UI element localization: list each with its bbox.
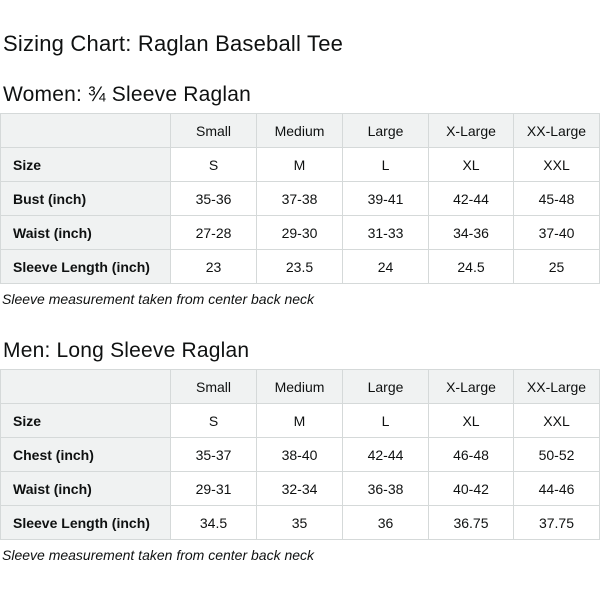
table-cell: XL	[428, 147, 514, 182]
table-cell: 37.75	[513, 505, 600, 540]
table-cell: L	[342, 403, 429, 438]
table-cell: 35	[256, 505, 343, 540]
table-cell: 24	[342, 249, 429, 284]
row-label-size: Size	[0, 403, 171, 438]
women-column-header-x-large: X-Large	[428, 113, 514, 148]
table-cell: 37-38	[256, 181, 343, 216]
row-label-size: Size	[0, 147, 171, 182]
table-cell: 39-41	[342, 181, 429, 216]
men-size-row: Size S M L XL XXL	[0, 403, 600, 438]
men-corner-cell	[0, 369, 171, 404]
table-cell: 45-48	[513, 181, 600, 216]
men-column-header-large: Large	[342, 369, 429, 404]
men-table-header-row: Small Medium Large X-Large XX-Large	[0, 369, 600, 404]
row-label-waist: Waist (inch)	[0, 215, 171, 250]
men-column-header-small: Small	[170, 369, 257, 404]
men-column-header-xx-large: XX-Large	[513, 369, 600, 404]
women-size-table: Small Medium Large X-Large XX-Large Size…	[0, 113, 600, 284]
table-cell: 32-34	[256, 471, 343, 506]
women-measurement-note: Sleeve measurement taken from center bac…	[2, 291, 315, 307]
table-cell: 46-48	[428, 437, 514, 472]
men-section: Men: Long Sleeve Raglan Small Medium Lar…	[0, 338, 600, 564]
table-cell: S	[170, 147, 257, 182]
table-cell: 29-30	[256, 215, 343, 250]
men-size-table: Small Medium Large X-Large XX-Large Size…	[0, 369, 600, 540]
men-section-heading: Men: Long Sleeve Raglan	[3, 339, 250, 362]
women-column-header-medium: Medium	[256, 113, 343, 148]
men-column-header-medium: Medium	[256, 369, 343, 404]
table-cell: 40-42	[428, 471, 514, 506]
table-cell: 25	[513, 249, 600, 284]
table-cell: 23.5	[256, 249, 343, 284]
table-cell: XL	[428, 403, 514, 438]
table-cell: 36-38	[342, 471, 429, 506]
women-section-heading: Women: ¾ Sleeve Raglan	[3, 83, 251, 106]
table-cell: 35-36	[170, 181, 257, 216]
table-cell: 36	[342, 505, 429, 540]
table-cell: 34.5	[170, 505, 257, 540]
table-cell: L	[342, 147, 429, 182]
table-cell: 29-31	[170, 471, 257, 506]
table-cell: 37-40	[513, 215, 600, 250]
table-cell: 27-28	[170, 215, 257, 250]
page-title: Sizing Chart: Raglan Baseball Tee	[3, 31, 344, 56]
women-bust-row: Bust (inch) 35-36 37-38 39-41 42-44 45-4…	[0, 181, 600, 216]
women-column-header-large: Large	[342, 113, 429, 148]
table-cell: 38-40	[256, 437, 343, 472]
table-cell: XXL	[513, 147, 600, 182]
table-cell: 31-33	[342, 215, 429, 250]
table-cell: 42-44	[428, 181, 514, 216]
women-corner-cell	[0, 113, 171, 148]
table-cell: 44-46	[513, 471, 600, 506]
row-label-sleeve-length: Sleeve Length (inch)	[0, 505, 171, 540]
row-label-bust: Bust (inch)	[0, 181, 171, 216]
men-sleeve-length-row: Sleeve Length (inch) 34.5 35 36 36.75 37…	[0, 505, 600, 540]
table-cell: 42-44	[342, 437, 429, 472]
men-measurement-note: Sleeve measurement taken from center bac…	[2, 547, 315, 563]
women-column-header-xx-large: XX-Large	[513, 113, 600, 148]
women-sleeve-length-row: Sleeve Length (inch) 23 23.5 24 24.5 25	[0, 249, 600, 284]
women-table-header-row: Small Medium Large X-Large XX-Large	[0, 113, 600, 148]
row-label-waist: Waist (inch)	[0, 471, 171, 506]
table-cell: S	[170, 403, 257, 438]
table-cell: 50-52	[513, 437, 600, 472]
table-cell: 23	[170, 249, 257, 284]
table-cell: 35-37	[170, 437, 257, 472]
table-cell: 34-36	[428, 215, 514, 250]
women-size-row: Size S M L XL XXL	[0, 147, 600, 182]
row-label-sleeve-length: Sleeve Length (inch)	[0, 249, 171, 284]
men-waist-row: Waist (inch) 29-31 32-34 36-38 40-42 44-…	[0, 471, 600, 506]
table-cell: 24.5	[428, 249, 514, 284]
table-cell: 36.75	[428, 505, 514, 540]
men-chest-row: Chest (inch) 35-37 38-40 42-44 46-48 50-…	[0, 437, 600, 472]
women-section: Women: ¾ Sleeve Raglan Small Medium Larg…	[0, 82, 600, 308]
men-column-header-x-large: X-Large	[428, 369, 514, 404]
women-waist-row: Waist (inch) 27-28 29-30 31-33 34-36 37-…	[0, 215, 600, 250]
women-column-header-small: Small	[170, 113, 257, 148]
row-label-chest: Chest (inch)	[0, 437, 171, 472]
table-cell: M	[256, 147, 343, 182]
table-cell: XXL	[513, 403, 600, 438]
table-cell: M	[256, 403, 343, 438]
